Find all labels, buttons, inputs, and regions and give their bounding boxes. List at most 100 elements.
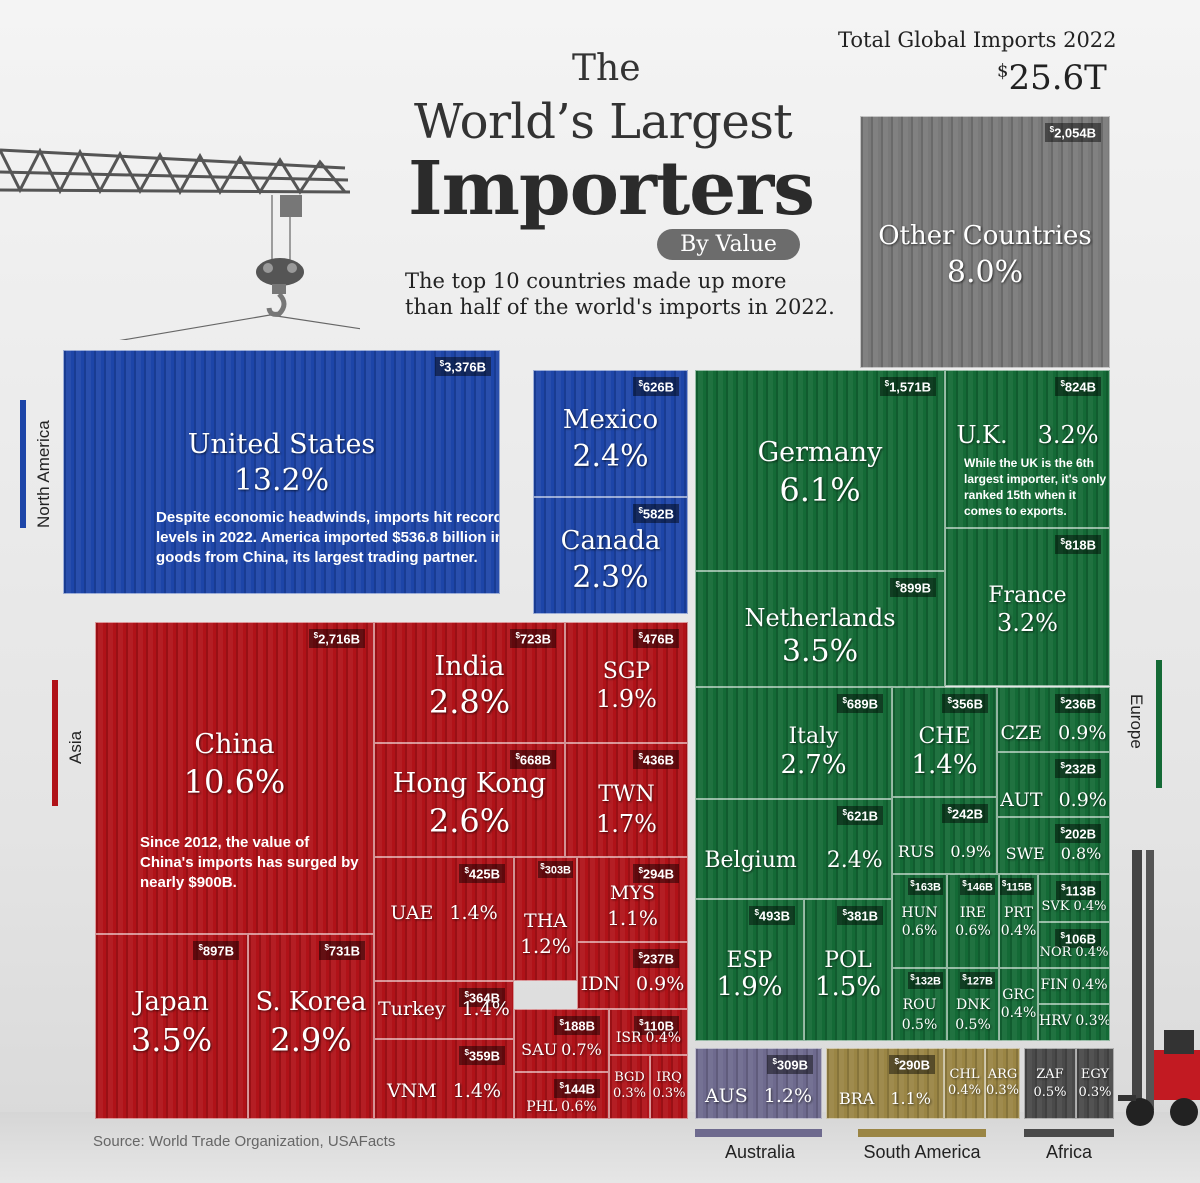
tile-value-label: $236B bbox=[1055, 694, 1101, 714]
tile-share: 1.1% bbox=[607, 906, 658, 930]
tile-share: 2.4% bbox=[572, 439, 649, 474]
tile-sgp: $476B SGP 1.9% bbox=[565, 622, 688, 743]
tile-value-label: $290B bbox=[889, 1055, 935, 1075]
tile-name: United States bbox=[187, 429, 376, 460]
tile-share: 0.4% bbox=[1071, 977, 1108, 993]
tile-name: Netherlands bbox=[744, 604, 896, 632]
tile-name: IRE bbox=[959, 905, 987, 921]
by-value-badge: By Value bbox=[657, 229, 800, 260]
tile-value-label: $626B bbox=[633, 377, 679, 397]
tile-share: 2.6% bbox=[428, 802, 511, 840]
tile-fra: $818B France 3.2% bbox=[945, 528, 1110, 686]
tile-value-label: $113B bbox=[1056, 881, 1101, 901]
tile-aut: $232B AUT 0.9% bbox=[997, 752, 1110, 817]
page-title: Importers bbox=[408, 146, 815, 232]
tile-value-label: $621B bbox=[837, 806, 883, 826]
tile-annotation: Since 2012, the value of China's imports… bbox=[140, 834, 359, 891]
tile-zaf: ZAF 0.5% bbox=[1024, 1048, 1076, 1119]
tile-name: IRQ bbox=[656, 1070, 682, 1085]
tile-value-label: $2,054B bbox=[1044, 123, 1101, 143]
tile-label-row: UAE 1.4% bbox=[375, 902, 513, 924]
tile-value-label: $668B bbox=[510, 750, 556, 770]
tile-name: ROU bbox=[902, 997, 937, 1013]
tile-label-row: NOR 0.4% bbox=[1039, 945, 1109, 960]
tile-ind: $723B India 2.8% bbox=[374, 622, 565, 743]
tile-chl: CHL 0.4% bbox=[944, 1048, 985, 1119]
tile-name: SWE bbox=[1005, 844, 1045, 863]
region-label-north-america: North America bbox=[34, 420, 53, 528]
tile-value-label: $3,376B bbox=[434, 357, 491, 377]
region-label-africa: Africa bbox=[1045, 1142, 1092, 1162]
tile-label-row: AUS 1.2% bbox=[696, 1085, 821, 1107]
tile-name: FIN bbox=[1040, 977, 1068, 993]
tile-pol: $381B POL 1.5% bbox=[804, 899, 892, 1041]
tile-hkg: $668B Hong Kong 2.6% bbox=[374, 743, 565, 857]
tile-share: 1.1% bbox=[890, 1089, 931, 1108]
tile-name: CZE bbox=[1000, 722, 1043, 744]
tile-name: MYS bbox=[609, 882, 655, 904]
tile-share: 13.2% bbox=[233, 463, 330, 498]
tile-value-label: $359B bbox=[459, 1046, 505, 1066]
region-bar-africa bbox=[1024, 1129, 1114, 1137]
tile-share: 0.8% bbox=[1060, 844, 1102, 863]
tile-share: 1.5% bbox=[814, 972, 882, 1002]
tile-share: 0.4% bbox=[1000, 1005, 1037, 1021]
tile-share: 0.3% bbox=[652, 1086, 686, 1101]
tile-value-label: $689B bbox=[837, 694, 883, 714]
region-bar-south-america bbox=[858, 1129, 986, 1137]
tile-name: China bbox=[194, 729, 275, 760]
tile-hun: $163B HUN 0.6% bbox=[892, 874, 947, 968]
tile-name: TWN bbox=[598, 782, 655, 807]
tile-share: 0.5% bbox=[955, 1017, 991, 1033]
tile-share: 1.4% bbox=[461, 998, 510, 1020]
tile-name: S. Korea bbox=[255, 987, 367, 1017]
tile-name: NOR bbox=[1039, 945, 1072, 960]
tile-name: Belgium bbox=[704, 848, 797, 873]
tile-other: $2,054B Other Countries 8.0% bbox=[860, 116, 1110, 368]
tile-value-label: $824B bbox=[1055, 377, 1101, 397]
tile-value-label: $132B bbox=[908, 972, 943, 989]
tile-share: 0.6% bbox=[901, 923, 938, 939]
tile-label-row: U.K. 3.2% bbox=[946, 421, 1109, 449]
tile-irq: IRQ 0.3% bbox=[650, 1055, 688, 1119]
tile-share: 0.4% bbox=[1073, 899, 1107, 914]
tile-deu: $1,571B Germany 6.1% bbox=[695, 370, 945, 571]
tile-label-row: SAU 0.7% bbox=[515, 1040, 608, 1059]
tile-can: $582B Canada 2.3% bbox=[533, 497, 688, 614]
tile-value-label: $364B bbox=[459, 988, 505, 1008]
region-label-asia: Asia bbox=[66, 730, 85, 764]
tile-value-label: $144B bbox=[554, 1079, 600, 1099]
tile-annotation: Despite economic headwinds, imports hit … bbox=[156, 509, 500, 566]
tile-name: SVK bbox=[1041, 899, 1070, 914]
floor bbox=[0, 1112, 1200, 1183]
tile-name: Turkey bbox=[378, 998, 446, 1020]
tile-label-row: AUT 0.9% bbox=[998, 789, 1109, 811]
tile-name: Italy bbox=[788, 724, 839, 749]
tile-uk: $824B U.K. 3.2% While the UK is the 6th la… bbox=[945, 370, 1110, 528]
tile-label-row: VNM 1.4% bbox=[375, 1080, 513, 1102]
tile-label-row: IDN 0.9% bbox=[578, 973, 687, 995]
tile-share: 0.3% bbox=[612, 1086, 647, 1101]
tile-share: 1.7% bbox=[596, 810, 657, 838]
tile-share: 3.5% bbox=[130, 1021, 213, 1059]
tile-share: 0.5% bbox=[901, 1017, 938, 1033]
tile-share: 1.4% bbox=[911, 750, 978, 780]
tile-name: BRA bbox=[838, 1089, 875, 1108]
tile-ita: $689B Italy 2.7% bbox=[695, 687, 892, 799]
tile-value-label: $188B bbox=[554, 1016, 600, 1036]
tile-rus: $242B RUS 0.9% bbox=[892, 797, 997, 874]
tile-value-label: $232B bbox=[1055, 759, 1101, 779]
title-the: The bbox=[572, 48, 641, 89]
tile-dnk: $127B DNK 0.5% bbox=[947, 968, 999, 1041]
tile-nor: $106B NOR 0.4% bbox=[1038, 922, 1110, 968]
tile-share: 2.3% bbox=[572, 560, 649, 595]
tile-value-label: $106B bbox=[1055, 929, 1101, 949]
tile-chn: $2,716B China 10.6% Since 2012, the value o… bbox=[95, 622, 374, 934]
tile-value-label: $242B bbox=[942, 804, 988, 824]
tile-us: $3,376B United States 13.2% Despite economi… bbox=[63, 350, 500, 594]
tile-esp: $493B ESP 1.9% bbox=[695, 899, 804, 1041]
tile-name: ARG bbox=[987, 1067, 1018, 1082]
tile-value-label: $294B bbox=[633, 864, 679, 884]
tile-phl: $144B PHL 0.6% bbox=[514, 1072, 609, 1119]
tile-value-label: $309B bbox=[767, 1055, 813, 1075]
